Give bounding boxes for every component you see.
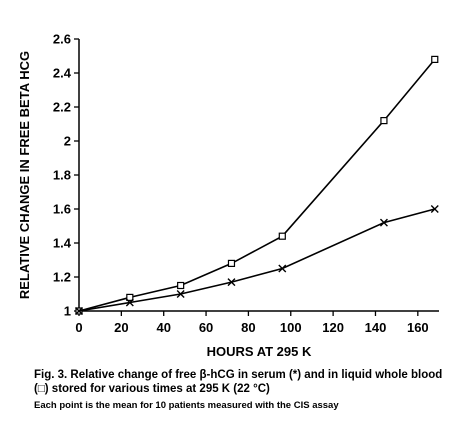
x-tick-label: 100 <box>280 320 302 335</box>
data-point-cross <box>379 218 388 227</box>
y-tick-label: 1.4 <box>53 236 72 251</box>
x-tick-label: 20 <box>114 320 128 335</box>
data-point-square <box>431 55 439 64</box>
x-tick-label: 0 <box>75 320 82 335</box>
x-tick-label: 80 <box>241 320 255 335</box>
x-tick-label: 120 <box>322 320 344 335</box>
data-point-cross <box>176 290 185 298</box>
x-tick-label: 160 <box>407 320 429 335</box>
series-line-square <box>78 58 436 312</box>
y-tick-label: 1.2 <box>53 270 71 285</box>
data-point-cross <box>430 205 439 213</box>
y-tick-label: 1 <box>64 304 71 319</box>
y-tick-label: 1.6 <box>53 202 71 217</box>
y-axis-title: RELATIVE CHANGE IN FREE BETA HCG <box>17 51 32 299</box>
y-tick-label: 2.6 <box>53 32 71 47</box>
x-tick-label: 60 <box>199 320 213 335</box>
y-tick-label: 2.4 <box>53 66 72 81</box>
data-point-cross <box>75 307 83 315</box>
y-tick-label: 2.2 <box>53 100 71 115</box>
data-point-square <box>177 281 185 290</box>
x-axis-title: HOURS AT 295 K <box>207 344 312 359</box>
data-point-cross <box>227 278 236 287</box>
data-point-cross <box>278 264 287 273</box>
figure-caption-note: Each point is the mean for 10 patients m… <box>34 400 339 411</box>
y-ticks: 1 1.2 1.4 1.6 1.8 2 2.2 2.4 2.6 <box>53 32 79 319</box>
x-tick-label: 40 <box>156 320 170 335</box>
series-layer <box>75 55 439 315</box>
data-point-square <box>126 293 134 301</box>
chart: 1 1.2 1.4 1.6 1.8 2 2.2 2.4 2.6 0 20 40 60 80 100 120 1… <box>17 32 439 359</box>
y-tick-label: 1.8 <box>53 168 71 183</box>
data-point-square <box>227 259 236 267</box>
y-tick-label: 2 <box>64 134 71 149</box>
data-point-square <box>380 116 388 125</box>
data-point-cross <box>125 298 134 307</box>
x-ticks: 0 20 40 60 80 100 120 140 160 <box>75 311 429 335</box>
figure-caption: Fig. 3. Relative change of free β-hCG in… <box>34 369 443 395</box>
x-tick-label: 140 <box>365 320 387 335</box>
data-point-square <box>278 232 286 240</box>
